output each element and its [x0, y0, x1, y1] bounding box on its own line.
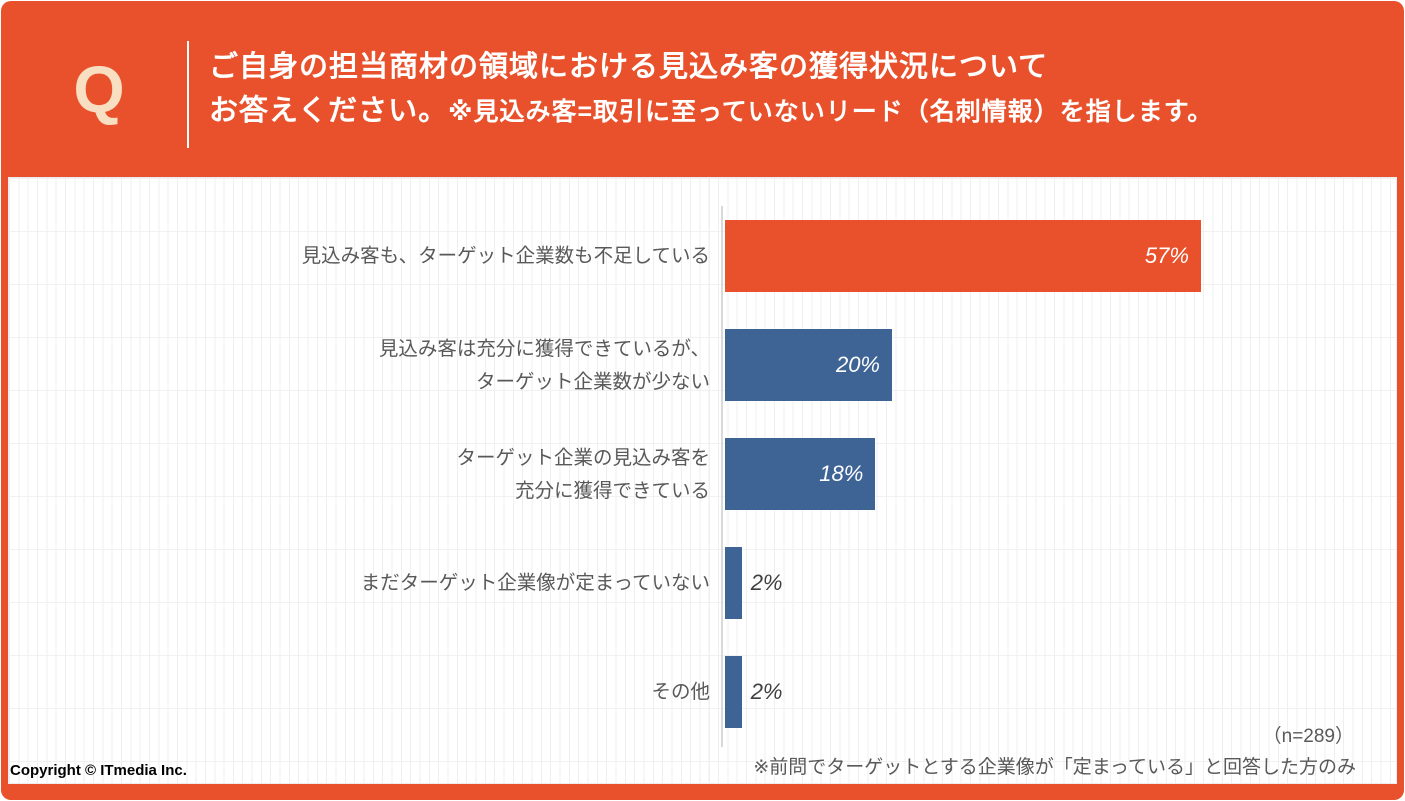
chart-row: 見込み客は充分に獲得できているが、 ターゲット企業数が少ない 20% — [9, 311, 1396, 420]
question-title-line2-main: お答えください。 — [209, 95, 449, 127]
chart-row: まだターゲット企業像が定まっていない 2% — [9, 529, 1396, 638]
question-title-line2-note: ※見込み客=取引に至っていないリード（名刺情報）を指します。 — [448, 98, 1214, 126]
chart-row: 見込み客も、ターゲット企業数も不足している 57% — [9, 202, 1396, 311]
value-label: 20% — [835, 352, 880, 377]
category-label: ターゲット企業の見込み客を 充分に獲得できている — [456, 446, 710, 502]
value-label: 2% — [750, 679, 783, 704]
question-title: ご自身の担当商材の領域における見込み客の獲得状況について お答えください。※見込… — [209, 45, 1384, 134]
value-label: 2% — [750, 570, 783, 595]
header-divider — [187, 41, 189, 148]
bar: 20% — [725, 329, 892, 401]
bar: 57% — [725, 220, 1201, 292]
chart-axis-line — [721, 206, 723, 747]
sample-size-note: （n=289） — [1262, 726, 1354, 747]
category-label: まだターゲット企業像が定まっていない — [360, 572, 710, 594]
bar: 18% — [725, 438, 876, 510]
bar: 2% — [725, 656, 782, 728]
chart-footnote: ※前問でターゲットとする企業像が「定まっている」と回答した方のみ — [753, 757, 1356, 778]
category-label: その他 — [651, 681, 710, 703]
value-label: 57% — [1144, 243, 1189, 268]
question-title-line1: ご自身の担当商材の領域における見込み客の獲得状況について — [209, 51, 1049, 83]
question-title-line2: お答えください。※見込み客=取引に至っていないリード（名刺情報）を指します。 — [209, 89, 1384, 134]
chart-row: ターゲット企業の見込み客を 充分に獲得できている 18% — [9, 420, 1396, 529]
copyright-text: Copyright © ITmedia Inc. — [10, 762, 187, 779]
question-mark-label: Q — [73, 52, 125, 126]
chart-panel: 見込み客も、ターゲット企業数も不足している 57% 見込み客は充分に獲得できているが… — [8, 177, 1397, 784]
category-label: 見込み客は充分に獲得できているが、 ターゲット企業数が少ない — [378, 337, 710, 393]
bar: 2% — [725, 547, 782, 619]
category-label: 見込み客も、ターゲット企業数も不足している — [301, 245, 710, 267]
value-label: 18% — [819, 461, 864, 486]
chart-row: その他 2% — [9, 638, 1396, 747]
chart-rows: 見込み客も、ターゲット企業数も不足している 57% 見込み客は充分に獲得できているが… — [9, 202, 1396, 747]
question-header: Q ご自身の担当商材の領域における見込み客の獲得状況について お答えください。※… — [1, 1, 1404, 177]
